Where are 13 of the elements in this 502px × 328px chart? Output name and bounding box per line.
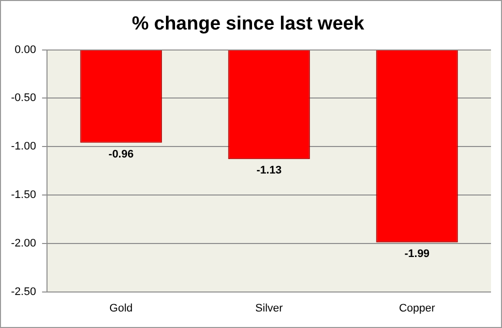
chart-title: % change since last week	[132, 14, 365, 35]
y-tick-label: 0.00	[14, 44, 36, 56]
x-tick-label: Copper	[398, 302, 436, 314]
data-label: -1.99	[404, 248, 430, 260]
y-tick-label: -2.00	[10, 237, 36, 250]
y-tick-label: -1.50	[10, 189, 36, 202]
x-tick-label: Gold	[109, 302, 133, 314]
y-tick-label: -1.00	[10, 140, 36, 153]
data-label: -1.13	[256, 164, 282, 177]
y-tick-label: -0.50	[10, 92, 36, 104]
data-label: -0.96	[108, 148, 134, 160]
x-tick-label: Silver	[255, 302, 284, 314]
y-tick-label: -2.50	[10, 286, 36, 298]
